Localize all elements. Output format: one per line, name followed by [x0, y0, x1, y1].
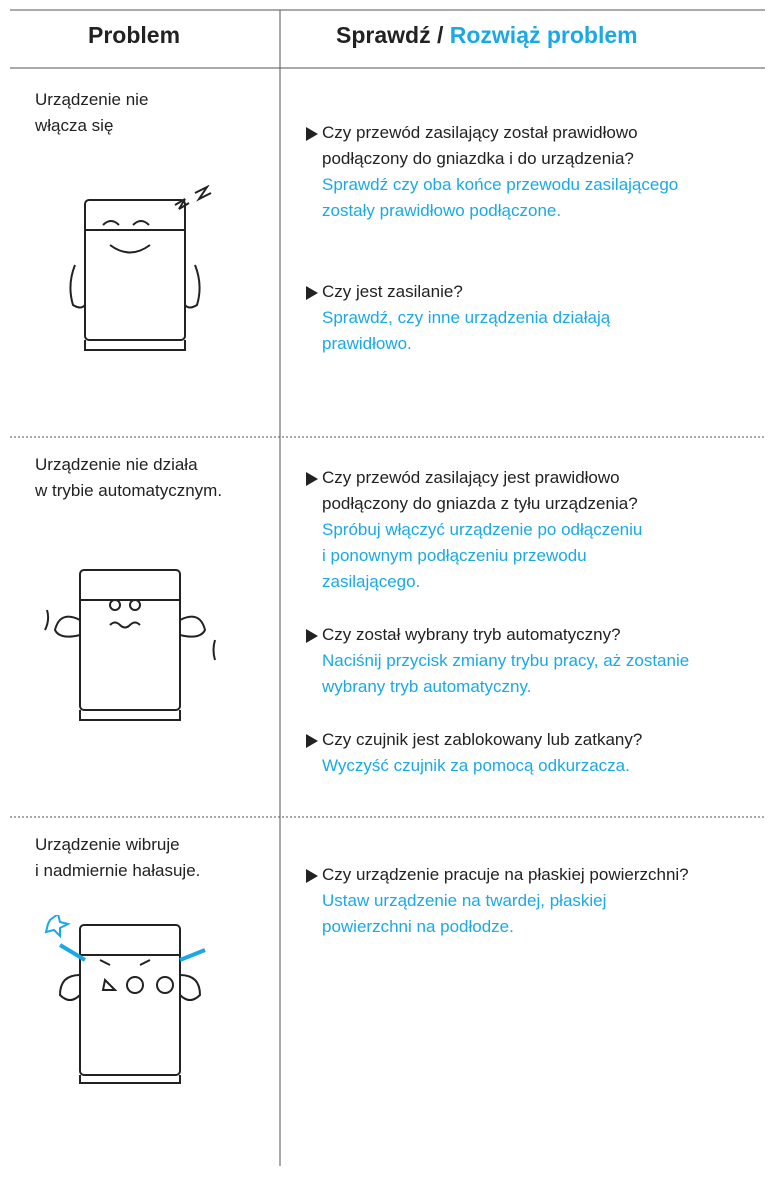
check-answer: Ustaw urządzenie na twardej, płaskiej — [322, 891, 607, 910]
bullet — [306, 869, 318, 883]
bullet — [306, 286, 318, 300]
problem-text: włącza się — [35, 116, 114, 135]
problem-text: w trybie automatycznym. — [35, 481, 223, 500]
bullet — [306, 629, 318, 643]
check-question: Czy czujnik jest zablokowany lub zatkany… — [322, 730, 643, 749]
check-answer: Naciśnij przycisk zmiany trybu pracy, aż… — [322, 651, 690, 670]
problem-text: i nadmiernie hałasuje. — [35, 861, 201, 880]
check-question: podłączony do gniazdka i do urządzenia? — [322, 149, 634, 168]
check-answer: Spróbuj włączyć urządzenie po odłączeniu — [322, 520, 643, 539]
check-question: Czy przewód zasilający został prawidłowo — [322, 123, 638, 142]
header-check: Sprawdź / Rozwiąż problem — [336, 22, 638, 49]
check-question: Czy urządzenie pracuje na płaskiej powie… — [322, 865, 689, 884]
check-answer: Wyczyść czujnik za pomocą odkurzacza. — [322, 756, 630, 775]
bullet — [306, 472, 318, 486]
problem-text: Urządzenie wibruje — [35, 835, 180, 854]
check-answer: wybrany tryb automatyczny. — [322, 677, 532, 696]
bullet — [306, 734, 318, 748]
illustration-sleeping — [69, 185, 212, 351]
check-question: podłączony do gniazda z tyłu urządzenia? — [322, 494, 638, 513]
bullet — [306, 127, 318, 141]
problem-text: Urządzenie nie — [35, 90, 149, 109]
header-solve-text: Rozwiąż problem — [449, 22, 638, 48]
illustration-confused — [44, 569, 216, 721]
check-answer: i ponownym podłączeniu przewodu — [322, 546, 587, 565]
illustration-noisy — [44, 915, 206, 1084]
check-answer: zasilającego. — [322, 572, 421, 591]
check-answer: Sprawdź czy oba końce przewodu zasilając… — [322, 175, 679, 194]
check-answer: zostały prawidłowo podłączone. — [322, 201, 562, 220]
check-question: Czy przewód zasilający jest prawidłowo — [322, 468, 620, 487]
check-question: Czy jest zasilanie? — [322, 282, 463, 301]
check-answer: Sprawdź, czy inne urządzenia działają — [322, 308, 611, 327]
check-answer: prawidłowo. — [322, 334, 412, 353]
check-answer: powierzchni na podłodze. — [322, 917, 514, 936]
problem-text: Urządzenie nie działa — [35, 455, 198, 474]
header-problem: Problem — [88, 22, 181, 48]
header-check-text: Sprawdź / — [336, 22, 444, 48]
check-question: Czy został wybrany tryb automatyczny? — [322, 625, 621, 644]
